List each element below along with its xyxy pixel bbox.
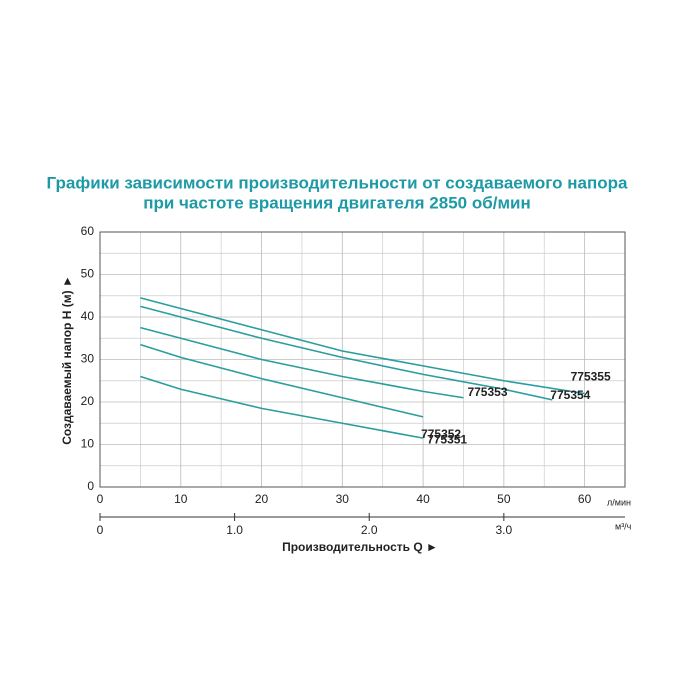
x2-tick-label: 1.0 bbox=[226, 523, 243, 537]
x-tick-label: 10 bbox=[174, 492, 188, 506]
y-tick-label: 10 bbox=[81, 437, 95, 451]
x-tick-label: 50 bbox=[497, 492, 511, 506]
chart-subtitle: при частоте вращения двигателя 2850 об/м… bbox=[143, 193, 531, 212]
series-label: 775351 bbox=[427, 432, 467, 446]
x2-tick-label: 0 bbox=[97, 523, 104, 537]
curve bbox=[140, 343, 424, 418]
x-tick-label: 0 bbox=[97, 492, 104, 506]
x-axis-label: Производительность Q ► bbox=[282, 540, 438, 554]
y-tick-label: 60 bbox=[81, 224, 95, 238]
series-label: 775355 bbox=[571, 370, 611, 384]
x-tick-label: 60 bbox=[578, 492, 592, 506]
y-tick-label: 20 bbox=[81, 394, 95, 408]
curve bbox=[140, 326, 464, 399]
y-tick-label: 30 bbox=[81, 352, 95, 366]
y-tick-label: 0 bbox=[87, 479, 94, 493]
x-tick-label: 40 bbox=[416, 492, 430, 506]
x-tick-label: 20 bbox=[255, 492, 269, 506]
curve bbox=[140, 297, 585, 395]
series-label: 775352 bbox=[421, 427, 461, 441]
x-unit: л/мин bbox=[607, 497, 631, 507]
series-label: 775354 bbox=[550, 388, 590, 402]
plot-frame bbox=[99, 231, 626, 488]
series-label: 775353 bbox=[467, 385, 507, 399]
x2-tick-label: 2.0 bbox=[361, 523, 378, 537]
chart-title: Графики зависимости производительности о… bbox=[47, 173, 628, 192]
curve bbox=[140, 375, 424, 439]
curve bbox=[140, 305, 553, 401]
y-axis-label: Создаваемый напор H (м) ► bbox=[60, 275, 74, 445]
x2-tick-label: 3.0 bbox=[496, 523, 513, 537]
y-tick-label: 40 bbox=[81, 309, 95, 323]
x-tick-label: 30 bbox=[336, 492, 350, 506]
y-tick-label: 50 bbox=[81, 267, 95, 281]
x2-unit: м³/ч bbox=[615, 521, 632, 531]
